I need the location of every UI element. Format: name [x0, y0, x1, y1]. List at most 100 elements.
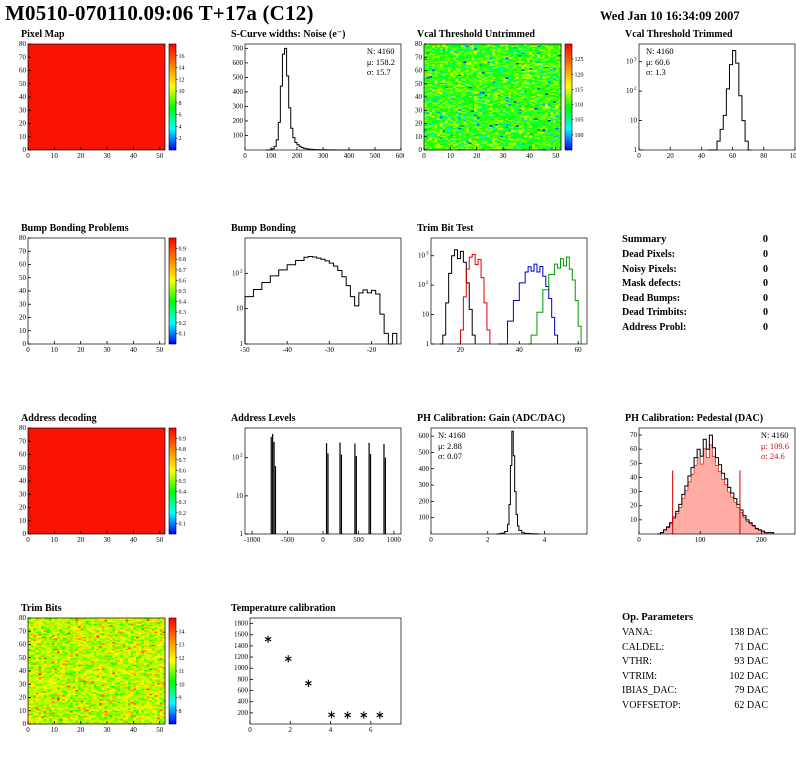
- panel-temperature: Temperature calibration: [218, 602, 408, 737]
- op-parameter-row: VTHR: 93 DAC: [622, 655, 768, 670]
- op-parameter-value: 71 DAC: [734, 641, 768, 653]
- panel-noise: S-Curve widths: Noise (e⁻) N: 4160 μ: 15…: [218, 28, 408, 163]
- summary-row-value: 0: [763, 278, 768, 289]
- op-parameter-label: CALDEL:: [622, 641, 665, 653]
- op-parameter-value: 79 DAC: [734, 685, 768, 696]
- ph-pedestal-histogram-chart: [612, 425, 796, 547]
- chart-title: Address decoding: [21, 413, 97, 424]
- op-parameter-label: VTRIM:: [622, 670, 657, 682]
- op-parameter-value: 138 DAC: [729, 627, 768, 638]
- summary-title: Summary: [622, 234, 667, 245]
- summary-row-value: 0: [763, 292, 768, 304]
- summary-row: Address Probl: 0: [622, 321, 768, 336]
- chart-title: Vcal Threshold Untrimmed: [417, 29, 535, 40]
- stat-mean: μ: 2.88: [438, 440, 462, 451]
- op-parameter-value: 93 DAC: [734, 656, 768, 667]
- panel-bump-bonding: Bump Bonding: [218, 222, 408, 357]
- trim-bits-map-chart: [8, 615, 198, 737]
- stats-box: N: 4160 μ: 60.6 σ: 1.3: [646, 46, 674, 78]
- summary-row-label: Dead Trimbits:: [622, 307, 687, 318]
- stat-entries: N: 4160: [438, 430, 466, 440]
- panel-ph-gain: PH Calibration: Gain (ADC/DAC) N: 4160 μ…: [404, 412, 594, 547]
- summary-total: 0: [762, 234, 768, 245]
- op-parameter-row: VANA: 138 DAC: [622, 626, 768, 641]
- ph-gain-histogram-chart: [404, 425, 594, 547]
- stat-mean: μ: 158.2: [366, 56, 395, 67]
- stat-entries: N: 4160: [646, 46, 674, 56]
- summary-row: Dead Pixels: 0: [622, 248, 768, 263]
- op-parameter-row: VTRIM: 102 DAC: [622, 670, 768, 685]
- chart-title: Vcal Threshold Trimmed: [625, 29, 733, 40]
- bump-problems-map-chart: [8, 235, 198, 357]
- chart-title: S-Curve widths: Noise (e⁻): [231, 29, 346, 40]
- vcal-untrimmed-map-chart: [404, 41, 594, 163]
- op-parameter-label: VANA:: [622, 627, 653, 638]
- summary-row-label: Mask defects:: [622, 278, 682, 289]
- op-parameters-panel: Op. Parameters VANA: 138 DAC CALDEL: 71 DA…: [622, 612, 768, 713]
- stat-sigma: σ: 0.07: [438, 451, 462, 462]
- panel-address-levels: Address Levels: [218, 412, 408, 547]
- summary-row-value: 0: [763, 249, 768, 260]
- panel-bump-bonding-problems: Bump Bonding Problems: [8, 222, 198, 357]
- op-parameter-row: VOFFSETOP: 62 DAC: [622, 699, 768, 714]
- summary-row-value: 0: [763, 321, 768, 333]
- summary-panel: Summary 0 Dead Pixels: 0 Noisy Pixels: 0 M…: [622, 234, 768, 335]
- panel-address-decoding: Address decoding: [8, 412, 198, 547]
- chart-title: Bump Bonding: [231, 223, 296, 234]
- summary-row-label: Noisy Pixels:: [622, 263, 677, 275]
- summary-row: Dead Bumps: 0: [622, 292, 768, 307]
- panel-vcal-trimmed: Vcal Threshold Trimmed N: 4160 μ: 60.6 σ…: [612, 28, 796, 163]
- op-parameter-label: VOFFSETOP:: [622, 699, 681, 711]
- pixel-map-chart: [8, 41, 198, 163]
- chart-title: Trim Bit Test: [417, 223, 474, 234]
- address-decoding-map-chart: [8, 425, 198, 547]
- chart-title: Address Levels: [231, 413, 296, 424]
- chart-title: Bump Bonding Problems: [21, 223, 129, 234]
- stat-mean: μ: 109.6: [760, 440, 789, 451]
- address-levels-chart: [218, 425, 408, 547]
- stats-box: N: 4160 μ: 109.6 σ: 24.6: [761, 430, 789, 462]
- panel-pixel-map: Pixel Map: [8, 28, 198, 163]
- op-parameter-value: 102 DAC: [729, 670, 768, 682]
- page-title: M0510-070110.09:06 T+17a (C12): [5, 1, 314, 25]
- trim-bit-test-chart: [404, 235, 594, 357]
- stat-mean: μ: 60.6: [646, 56, 670, 67]
- stat-entries: N: 4160: [760, 430, 789, 440]
- summary-row-value: 0: [763, 263, 768, 275]
- panel-trim-bit-test: Trim Bit Test: [404, 222, 594, 357]
- stat-sigma: σ: 24.6: [760, 451, 785, 462]
- op-parameter-value: 62 DAC: [734, 699, 768, 711]
- chart-title: Trim Bits: [21, 603, 62, 614]
- op-parameters-title: Op. Parameters: [622, 612, 694, 623]
- summary-row-value: 0: [763, 307, 768, 318]
- summary-row: Dead Trimbits: 0: [622, 306, 768, 321]
- op-parameter-label: IBIAS_DAC:: [622, 685, 678, 696]
- chart-title: PH Calibration: Pedestal (DAC): [625, 413, 764, 424]
- temperature-calibration-chart: [218, 615, 408, 737]
- bump-bonding-histogram-chart: [218, 235, 408, 357]
- vcal-trimmed-histogram-chart: [612, 41, 796, 163]
- op-parameters-header: Op. Parameters: [622, 612, 768, 623]
- summary-row: Mask defects: 0: [622, 277, 768, 292]
- summary-header: Summary 0: [622, 234, 768, 245]
- chart-title: Temperature calibration: [231, 603, 336, 614]
- summary-row-label: Address Probl:: [622, 321, 687, 333]
- panel-ph-pedestal: PH Calibration: Pedestal (DAC) N: 4160 μ…: [612, 412, 796, 547]
- panel-trim-bits: Trim Bits: [8, 602, 198, 737]
- summary-row: Noisy Pixels: 0: [622, 263, 768, 278]
- op-parameter-row: IBIAS_DAC: 79 DAC: [622, 684, 768, 699]
- summary-row-label: Dead Pixels:: [622, 249, 676, 260]
- noise-histogram-chart: [218, 41, 408, 163]
- stat-sigma: σ: 1.3: [646, 67, 666, 78]
- op-parameter-row: CALDEL: 71 DAC: [622, 641, 768, 656]
- summary-row-label: Dead Bumps:: [622, 292, 681, 304]
- chart-title: Pixel Map: [21, 29, 65, 40]
- stat-entries: N: 4160: [366, 46, 395, 56]
- stat-sigma: σ: 15.7: [366, 67, 391, 78]
- report-timestamp: Wed Jan 10 16:34:09 2007: [600, 9, 740, 23]
- stats-box: N: 4160 μ: 2.88 σ: 0.07: [438, 430, 466, 462]
- op-parameter-label: VTHR:: [622, 656, 652, 667]
- chart-title: PH Calibration: Gain (ADC/DAC): [417, 413, 566, 424]
- stats-box: N: 4160 μ: 158.2 σ: 15.7: [367, 46, 395, 78]
